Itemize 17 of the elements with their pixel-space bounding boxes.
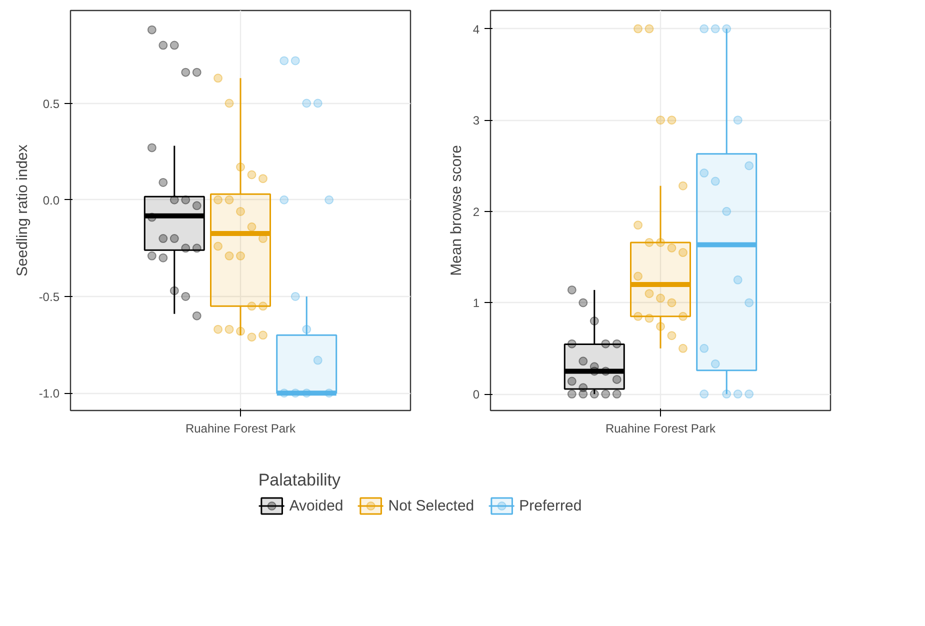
y-axis-title: Mean browse score [448, 145, 465, 276]
legend-label: Not Selected [388, 497, 474, 514]
y-tick-label: 3 [472, 114, 480, 128]
y-tick-label: 0.0 [42, 193, 60, 208]
legend-label: Avoided [289, 497, 344, 514]
y-tick-label: 4 [472, 22, 480, 36]
y-tick-label: 2 [472, 204, 480, 219]
legend-label: Preferred [519, 497, 582, 514]
y-tick-label: 0.5 [42, 96, 60, 111]
x-tick-label: Ruahine Forest Park [185, 422, 297, 436]
y-tick-label: -0.5 [38, 290, 60, 304]
x-tick-label: Ruahine Forest Park [605, 422, 717, 436]
y-tick-label: 0 [472, 388, 480, 402]
y-tick-label: 1 [472, 296, 480, 310]
y-tick-label: -1.0 [38, 386, 60, 401]
legend-title: Palatability [258, 470, 342, 490]
y-axis-title: Seedling ratio index [14, 144, 31, 276]
